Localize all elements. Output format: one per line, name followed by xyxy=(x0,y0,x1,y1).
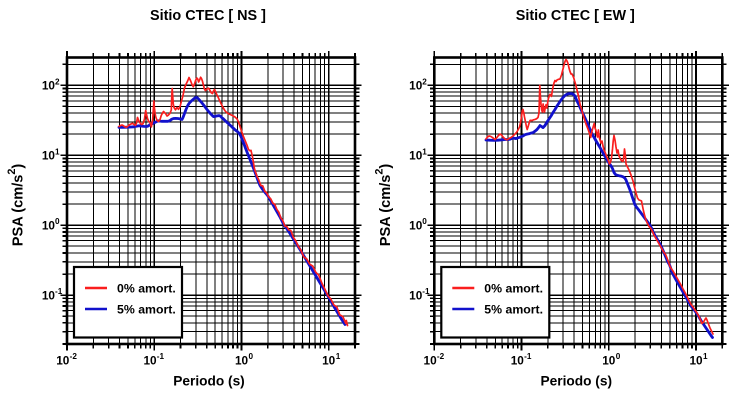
svg-text:10: 10 xyxy=(409,149,423,163)
svg-text:PSA (cm/s2): PSA (cm/s2) xyxy=(373,164,394,247)
svg-text:1: 1 xyxy=(336,352,341,361)
svg-text:0: 0 xyxy=(55,217,60,226)
svg-text:10: 10 xyxy=(143,353,157,367)
svg-text:10: 10 xyxy=(689,353,703,367)
svg-text:PSA (cm/s2): PSA (cm/s2) xyxy=(6,164,27,247)
svg-text:0: 0 xyxy=(616,352,621,361)
svg-text:2: 2 xyxy=(55,77,60,86)
svg-text:-1: -1 xyxy=(157,352,165,361)
svg-text:0% amort.: 0% amort. xyxy=(117,281,176,295)
svg-text:10: 10 xyxy=(42,218,56,232)
svg-text:10: 10 xyxy=(511,353,525,367)
svg-text:0: 0 xyxy=(249,352,254,361)
svg-text:10: 10 xyxy=(602,353,616,367)
svg-text:Sitio CTEC [ EW ]: Sitio CTEC [ EW ] xyxy=(516,8,635,24)
svg-text:5% amort.: 5% amort. xyxy=(117,302,176,316)
svg-text:10: 10 xyxy=(409,218,423,232)
svg-text:-2: -2 xyxy=(437,352,445,361)
svg-text:Periodo (s): Periodo (s) xyxy=(173,374,245,389)
svg-text:5% amort.: 5% amort. xyxy=(484,302,543,316)
svg-text:10: 10 xyxy=(409,288,423,302)
svg-text:0: 0 xyxy=(422,217,427,226)
svg-text:10: 10 xyxy=(42,288,56,302)
svg-text:10: 10 xyxy=(56,353,70,367)
svg-text:10: 10 xyxy=(409,79,423,93)
svg-text:10: 10 xyxy=(42,149,56,163)
svg-text:-1: -1 xyxy=(422,287,430,296)
svg-text:Sitio CTEC [ NS ]: Sitio CTEC [ NS ] xyxy=(150,8,266,24)
svg-text:-1: -1 xyxy=(524,352,532,361)
svg-text:2: 2 xyxy=(422,77,427,86)
svg-text:10: 10 xyxy=(235,353,249,367)
svg-text:-1: -1 xyxy=(55,287,63,296)
svg-text:1: 1 xyxy=(703,352,708,361)
svg-text:-2: -2 xyxy=(70,352,78,361)
svg-text:0% amort.: 0% amort. xyxy=(484,281,543,295)
svg-text:10: 10 xyxy=(42,79,56,93)
svg-text:10: 10 xyxy=(424,353,438,367)
svg-text:Periodo (s): Periodo (s) xyxy=(541,374,613,389)
svg-text:10: 10 xyxy=(322,353,336,367)
svg-text:1: 1 xyxy=(422,147,427,156)
svg-text:1: 1 xyxy=(55,147,60,156)
